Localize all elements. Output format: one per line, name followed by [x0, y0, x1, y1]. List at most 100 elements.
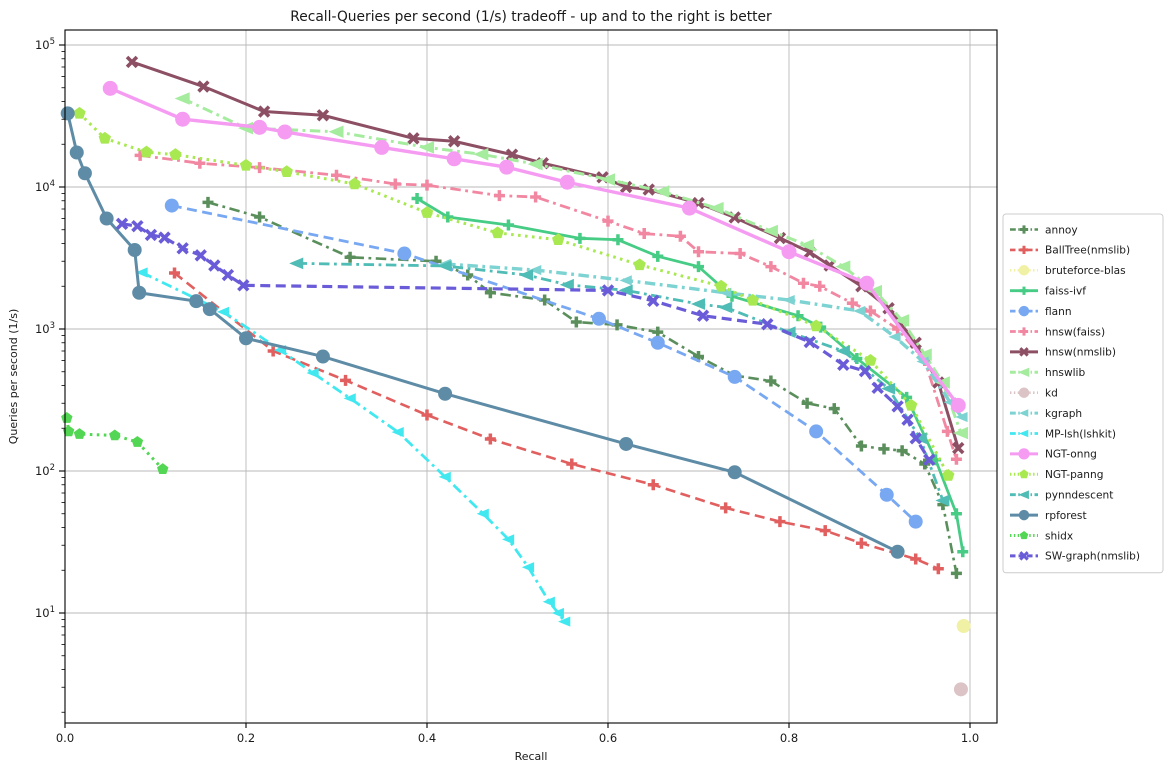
legend-entry-flann: flann — [1010, 305, 1072, 318]
marker-x — [871, 381, 884, 395]
marker-plus — [1019, 286, 1029, 295]
marker-plus — [602, 215, 614, 227]
legend-entry-NGT-panng: NGT-panng — [1010, 469, 1103, 481]
marker-x — [837, 358, 850, 371]
marker-triangle-left — [135, 267, 148, 278]
marker-x — [909, 432, 922, 445]
marker-pentagon — [633, 258, 646, 271]
marker-circle — [650, 335, 665, 350]
x-axis-label: Recall — [515, 750, 548, 763]
marker-circle — [202, 302, 217, 317]
marker-pentagon — [280, 165, 293, 178]
marker-triangle-left — [437, 260, 452, 272]
marker-plus — [950, 508, 962, 520]
marker-circle — [77, 166, 92, 181]
marker-circle — [879, 487, 894, 502]
legend-label: faiss-ivf — [1045, 286, 1086, 298]
legend-label: pynndescent — [1045, 490, 1113, 502]
legend-entry-annoy: annoy — [1010, 224, 1078, 236]
y-axis-label: Queries per second (1/s) — [7, 309, 20, 445]
marker-plus — [765, 375, 777, 387]
marker-triangle-left — [600, 173, 616, 186]
marker-plus — [828, 403, 840, 415]
marker-plus — [932, 563, 944, 575]
marker-circle — [189, 294, 204, 309]
marker-triangle-left — [289, 257, 304, 270]
marker-plus — [941, 425, 953, 437]
marker-plus — [612, 234, 624, 246]
marker-x — [407, 132, 420, 145]
x-tick-label: 0.4 — [418, 731, 436, 745]
legend-entry-hnswlib: hnswlib — [1010, 367, 1085, 379]
plot-background — [65, 30, 997, 723]
marker-circle — [1018, 305, 1030, 317]
marker-pentagon — [942, 468, 955, 481]
marker-plus — [484, 433, 496, 445]
marker-x — [882, 302, 895, 315]
marker-plus — [734, 248, 746, 260]
marker-circle — [859, 275, 875, 291]
legend-entry-hnsw(faiss): hnsw(faiss) — [1010, 326, 1105, 338]
axis-ticks — [59, 44, 971, 728]
marker-triangle-left — [527, 157, 543, 171]
legend-entry-BallTree(nmslib): BallTree(nmslib) — [1010, 245, 1130, 257]
marker-triangle-left — [1018, 367, 1030, 377]
marker-x — [197, 80, 210, 93]
marker-triangle-left — [559, 278, 574, 291]
marker-plus — [574, 232, 586, 244]
marker-triangle-left — [762, 224, 778, 238]
marker-pentagon — [491, 226, 504, 239]
marker-triangle-left — [501, 534, 515, 545]
legend-label: BallTree(nmslib) — [1045, 245, 1130, 257]
marker-pentagon — [131, 436, 144, 447]
marker-plus — [797, 277, 809, 289]
series-pynndescent — [289, 257, 950, 507]
marker-plus — [693, 246, 704, 258]
marker-circle — [277, 124, 293, 140]
marker-pentagon — [552, 233, 565, 246]
marker-circle — [781, 244, 797, 260]
marker-pentagon — [809, 319, 823, 332]
marker-pentagon — [140, 145, 153, 158]
x-tick-label: 0.2 — [237, 731, 255, 745]
marker-circle — [60, 106, 75, 121]
series-line-shidx — [65, 417, 164, 471]
marker-plus — [421, 179, 433, 191]
marker-x — [131, 219, 144, 233]
marker-pentagon — [62, 425, 75, 437]
legend-entry-faiss-ivf: faiss-ivf — [1010, 286, 1086, 298]
marker-triangle-left — [691, 298, 706, 310]
marker-plus — [693, 261, 704, 273]
marker-x — [125, 55, 139, 69]
marker-triangle-left — [343, 393, 356, 404]
marker-circle — [681, 200, 697, 216]
marker-x — [601, 284, 615, 297]
y-tick-label: 101 — [35, 605, 55, 620]
marker-triangle-left — [853, 305, 866, 317]
x-tick-label: 0.0 — [56, 731, 74, 745]
series-hnswlib — [174, 92, 968, 440]
marker-pentagon — [1019, 531, 1029, 540]
series-kd — [953, 682, 968, 697]
marker-x — [858, 364, 872, 378]
marker-triangle-left — [419, 141, 435, 154]
marker-triangle-left — [542, 596, 555, 607]
marker-plus — [1019, 327, 1029, 336]
marker-circle — [890, 544, 905, 559]
marker-pentagon — [169, 148, 182, 160]
marker-triangle-left — [888, 331, 901, 342]
series-kgraph — [438, 258, 968, 423]
marker-x — [901, 413, 914, 426]
marker-triangle-left — [912, 432, 927, 445]
marker-plus — [855, 537, 867, 549]
marker-triangle-left — [835, 345, 850, 357]
marker-triangle-left — [708, 201, 724, 215]
marker-circle — [908, 514, 923, 529]
legend-label: rpforest — [1045, 510, 1087, 522]
legend-label: bruteforce-blas — [1045, 265, 1126, 277]
legend-label: NGT-panng — [1045, 469, 1103, 481]
marker-circle — [1018, 387, 1030, 398]
marker-plus — [647, 479, 659, 491]
marker-x — [696, 309, 710, 322]
